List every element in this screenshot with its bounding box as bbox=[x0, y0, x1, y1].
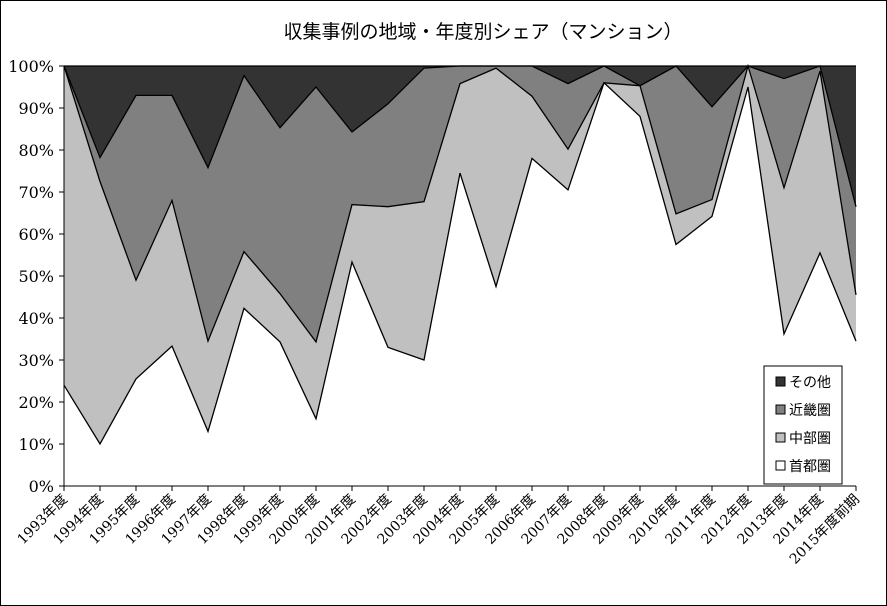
y-tick-label: 30% bbox=[18, 351, 54, 370]
y-tick-label: 0% bbox=[29, 477, 54, 496]
area-series-1 bbox=[64, 82, 856, 487]
y-tick-label: 10% bbox=[18, 435, 54, 454]
legend-swatch bbox=[775, 460, 786, 471]
plot-areas bbox=[63, 63, 857, 487]
legend-swatch bbox=[775, 376, 786, 387]
area-series-3 bbox=[64, 66, 856, 342]
y-tick-label: 70% bbox=[18, 183, 54, 202]
legend-swatch bbox=[775, 432, 786, 443]
chart-title: 収集事例の地域・年度別シェア（マンション） bbox=[283, 21, 682, 43]
legend-label: 首都圏 bbox=[789, 459, 831, 475]
legend-swatch bbox=[775, 404, 786, 415]
y-tick-label: 80% bbox=[18, 141, 54, 160]
legend-label: 中部圏 bbox=[789, 431, 831, 447]
y-tick-label: 90% bbox=[18, 99, 54, 118]
y-tick-label: 50% bbox=[18, 267, 54, 286]
y-tick-label: 100% bbox=[8, 57, 54, 76]
y-tick-label: 20% bbox=[18, 393, 54, 412]
series-line-1 bbox=[63, 81, 857, 446]
y-tick-label: 60% bbox=[18, 225, 54, 244]
legend-label: 近畿圏 bbox=[789, 403, 831, 419]
y-tick-label: 40% bbox=[18, 309, 54, 328]
series-line-2 bbox=[63, 63, 857, 344]
area-series-2 bbox=[64, 66, 856, 444]
legend-label: その他 bbox=[789, 375, 831, 391]
